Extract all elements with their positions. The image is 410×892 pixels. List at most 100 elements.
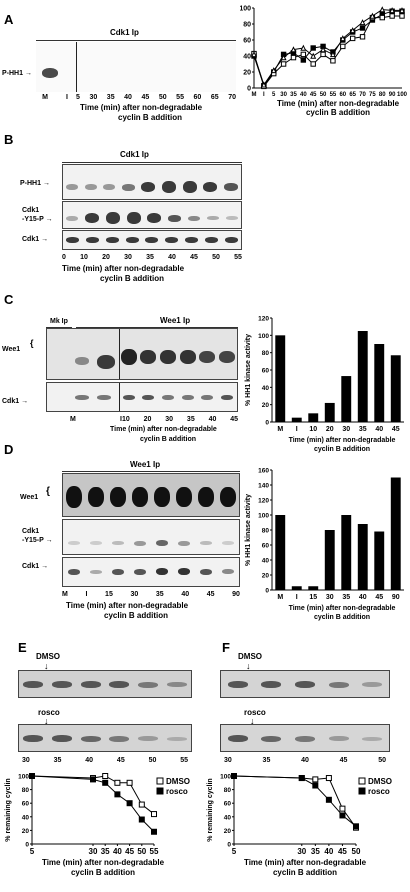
x-tick-label: 5 xyxy=(272,92,276,98)
x-tick-label: M xyxy=(252,92,257,98)
x-tick-label: 10 xyxy=(309,426,317,433)
y-tick-label: 20 xyxy=(262,402,270,409)
band xyxy=(160,350,177,364)
data-point xyxy=(349,35,356,42)
panel-b-row2-label-b: -Y15-P → xyxy=(22,216,53,223)
band-row xyxy=(63,540,239,546)
lane-label: 20 xyxy=(102,254,110,261)
band xyxy=(181,395,194,400)
data-point xyxy=(339,35,346,42)
y-tick-label: 100 xyxy=(18,774,29,781)
y-tick-label: 40 xyxy=(22,814,30,821)
data-point xyxy=(358,787,366,795)
panel-b-xlabel-1: Time (min) after non-degradable xyxy=(62,264,185,273)
x-tick-label: 100 xyxy=(397,92,408,98)
x-tick-label: I xyxy=(296,594,298,601)
panel-a-band-m xyxy=(42,68,58,78)
panel-a-letter: A xyxy=(4,12,14,27)
band xyxy=(112,568,124,575)
y-tick-label: 0 xyxy=(247,86,251,93)
legend-label: DMSO xyxy=(166,777,190,786)
band xyxy=(227,735,248,742)
panel-d-row3-label: Cdk1 → xyxy=(22,563,49,570)
y-tick-label: 20 xyxy=(224,828,232,835)
arrow-down-icon: ↓ xyxy=(44,661,49,671)
y-tick-label: 100 xyxy=(220,774,231,781)
data-point xyxy=(290,54,297,61)
band xyxy=(109,681,130,688)
x-tick-label: 30 xyxy=(326,594,334,601)
lane-label: 65 xyxy=(210,94,219,101)
panel-d-letter: D xyxy=(4,442,14,457)
panel-e-blot-rosco xyxy=(18,724,192,752)
band xyxy=(66,486,82,508)
band xyxy=(121,183,135,191)
x-tick-label: 40 xyxy=(113,847,122,856)
y-tick-label: 40 xyxy=(262,385,270,392)
bar xyxy=(308,586,319,590)
band xyxy=(125,237,139,243)
band xyxy=(206,216,219,220)
y-tick-label: 60 xyxy=(262,368,270,375)
y-tick-label: 60 xyxy=(262,543,270,550)
band xyxy=(80,735,101,742)
data-point xyxy=(358,777,366,785)
bar xyxy=(324,530,335,590)
lane-label: 45 xyxy=(206,591,215,598)
panel-d-xlabel-1: Time (min) after non-degradable xyxy=(66,601,189,610)
data-point xyxy=(312,782,319,789)
data-point xyxy=(151,828,157,835)
data-point xyxy=(126,779,133,786)
panel-f-blot-dmso xyxy=(220,670,390,698)
band xyxy=(165,237,179,243)
panel-c-chart-xlabel-2: cyclin B addition xyxy=(314,446,370,453)
x-tick-label: 5 xyxy=(232,847,237,856)
band xyxy=(80,681,101,688)
panel-d-row1-label: Wee1 xyxy=(20,494,39,501)
data-point xyxy=(340,43,346,50)
band xyxy=(97,395,111,400)
panel-a-blot xyxy=(36,42,236,92)
panel-d-chart-xlabel-1: Time (min) after non-degradable xyxy=(289,605,396,612)
band xyxy=(68,568,80,575)
data-point xyxy=(389,7,396,14)
x-tick-label: 50 xyxy=(320,92,327,98)
lane-label: 40 xyxy=(85,757,94,764)
x-tick-label: 35 xyxy=(359,426,367,433)
band xyxy=(222,541,234,545)
panel-a-blot-divider xyxy=(76,42,77,92)
bar xyxy=(275,335,286,422)
data-point xyxy=(369,12,376,19)
arrow-down-icon: ↓ xyxy=(44,716,49,726)
band xyxy=(168,214,182,222)
lane-label: 0 xyxy=(62,254,66,261)
y-tick-label: 120 xyxy=(258,498,269,505)
data-point xyxy=(349,27,356,34)
panel-c-row2-label: Cdk1 → xyxy=(2,398,29,405)
panel-b-row1-label: P-HH1 → xyxy=(20,180,50,187)
x-tick-label: 20 xyxy=(326,426,334,433)
band xyxy=(122,395,135,400)
y-tick-label: 40 xyxy=(224,814,232,821)
panel-d-bar-chart: 0 20 40 60 80 100 120 140 160 M I 15 30 35 40 45 90 % HH1… xyxy=(245,468,404,621)
panel-d-header-line xyxy=(62,471,240,472)
data-point xyxy=(300,51,307,58)
band xyxy=(220,487,236,507)
data-point xyxy=(399,13,405,19)
x-tick-label: 90 xyxy=(392,594,400,601)
band xyxy=(66,237,80,243)
data-point xyxy=(310,61,316,67)
x-tick-label: 45 xyxy=(125,847,134,856)
arrow-down-icon: ↓ xyxy=(250,716,255,726)
panel-c-blot-wee1 xyxy=(46,328,238,380)
band xyxy=(90,569,102,574)
band-row xyxy=(19,681,191,688)
lane-label: 45 xyxy=(190,254,198,261)
legend-label: DMSO xyxy=(368,777,392,786)
data-point xyxy=(102,773,109,779)
y-tick-label: 80 xyxy=(262,350,270,357)
x-tick-label: M xyxy=(277,594,283,601)
y-tick-label: 100 xyxy=(258,333,269,340)
data-point xyxy=(389,13,395,19)
